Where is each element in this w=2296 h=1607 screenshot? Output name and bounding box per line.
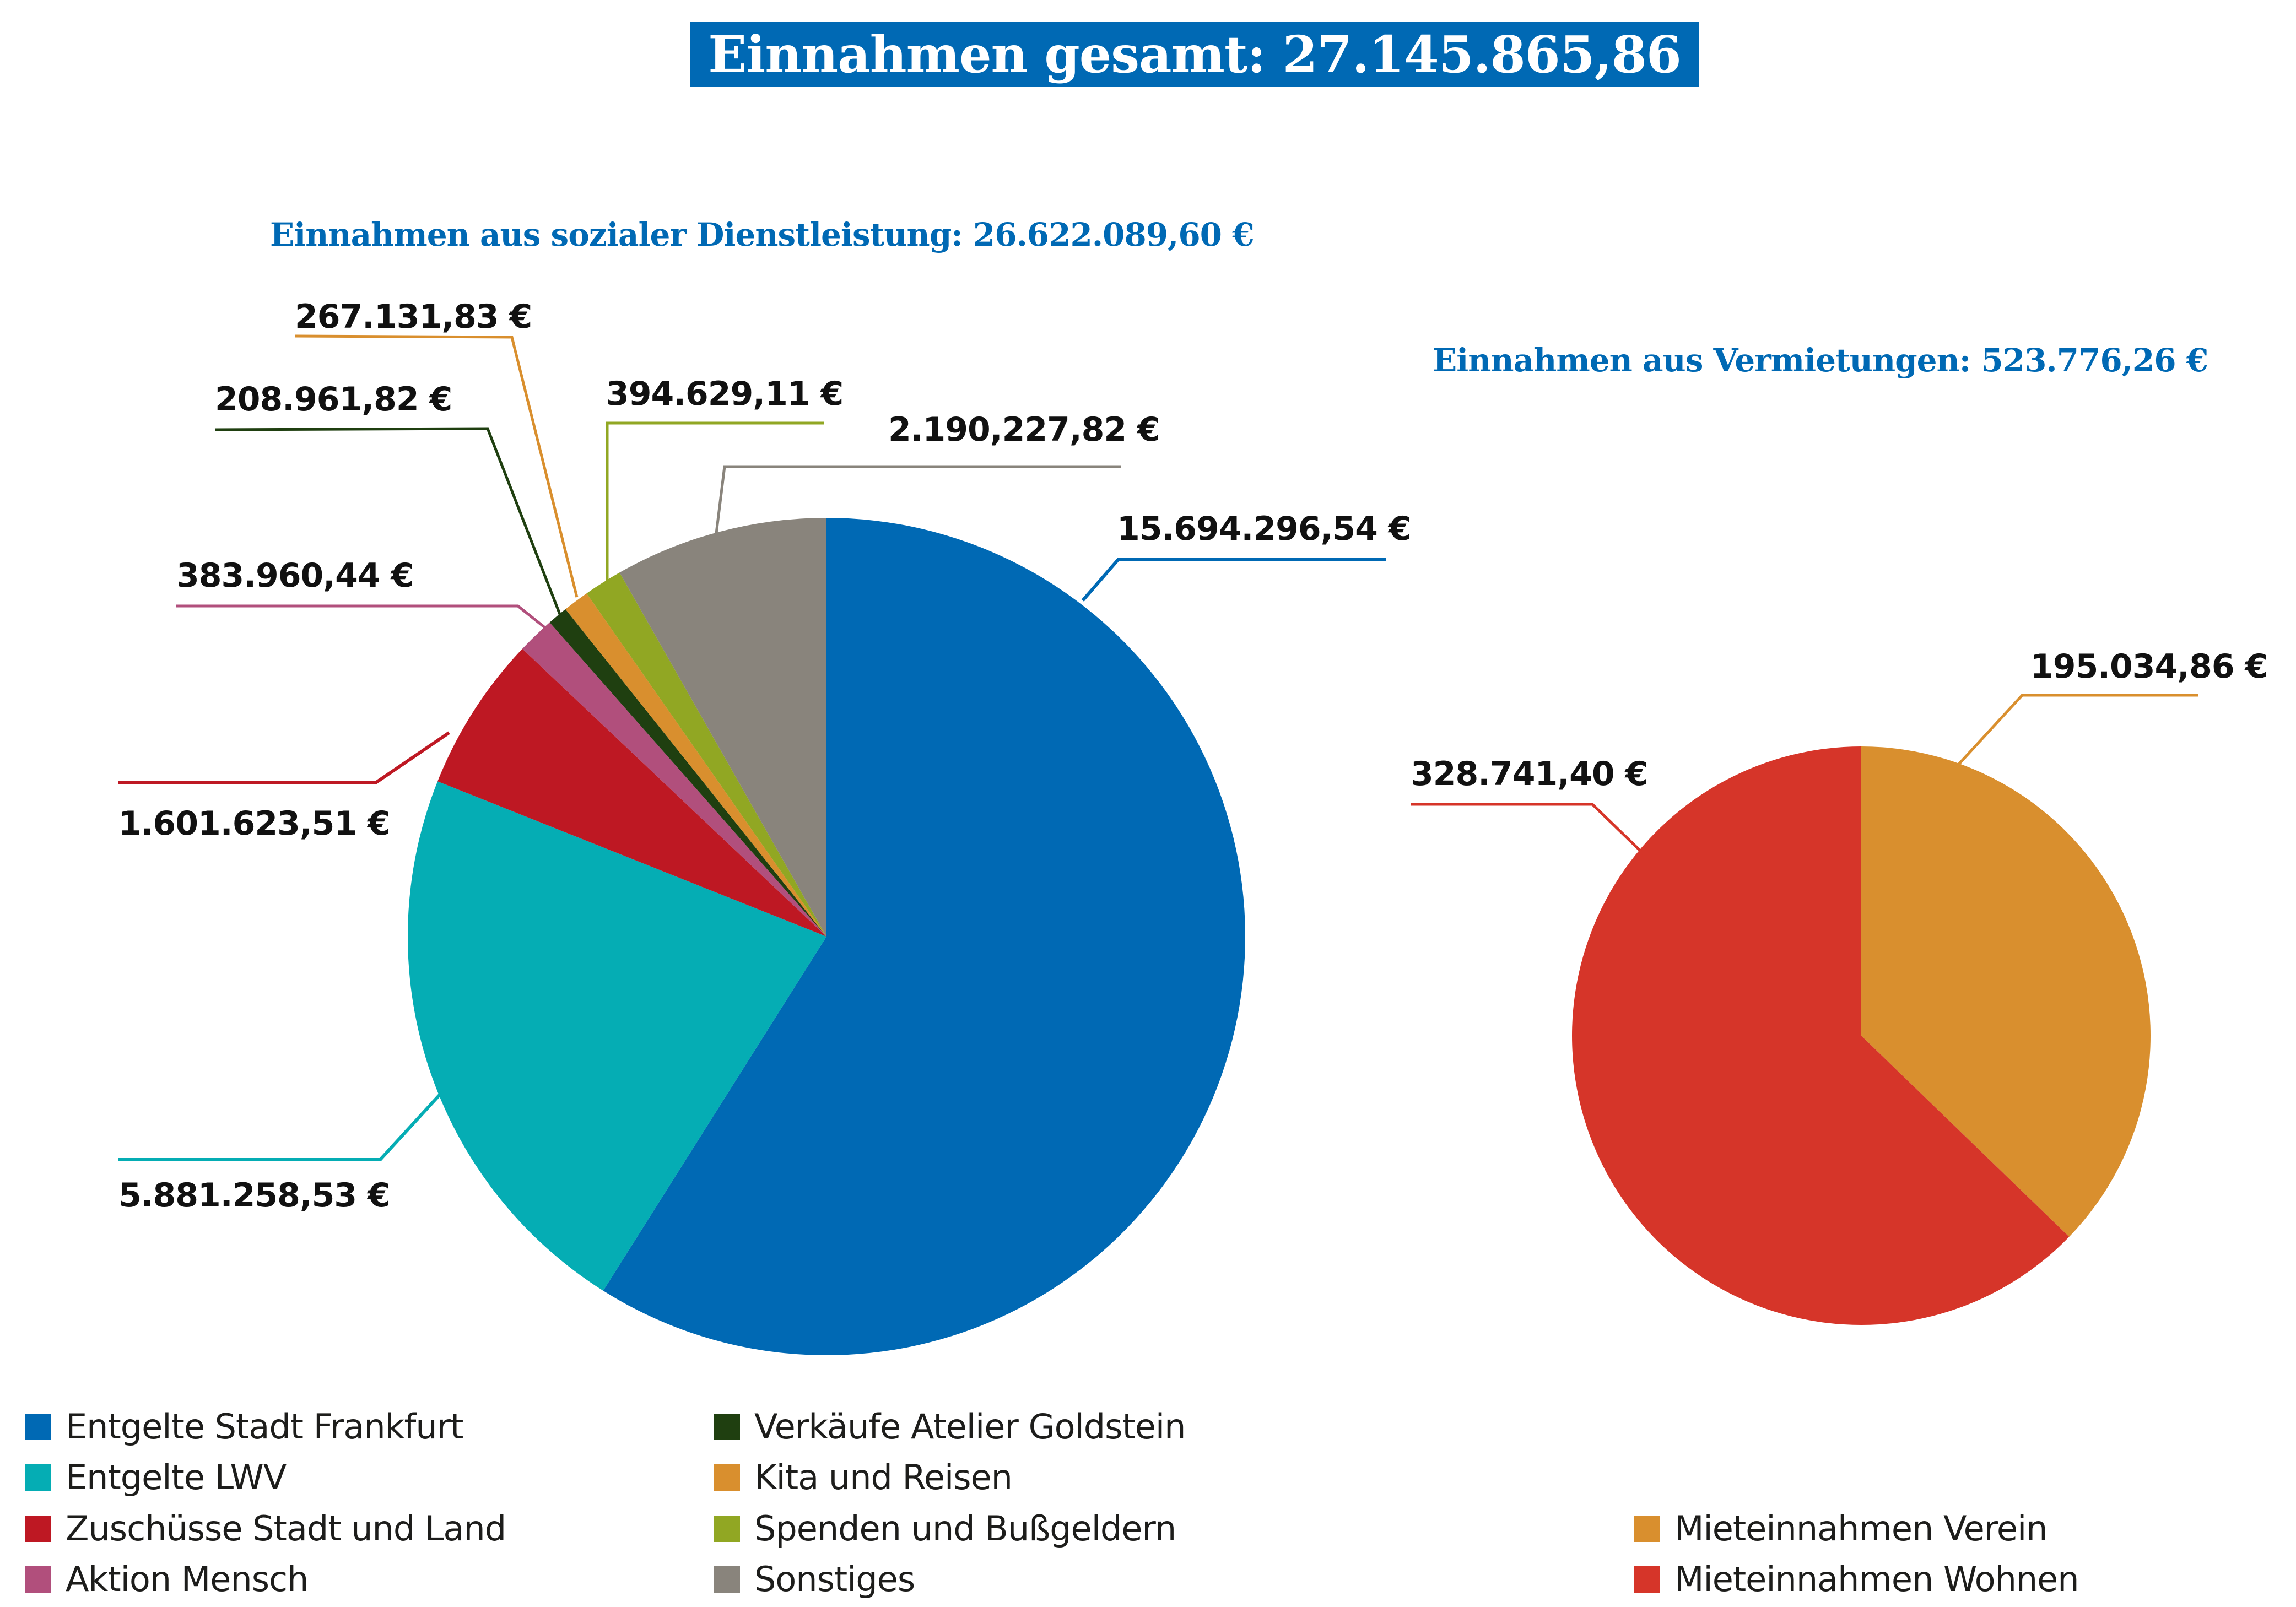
legend-swatch	[714, 1413, 740, 1440]
legend-label: Spenden und Bußgeldern	[754, 1508, 1176, 1549]
value-label: 2.190,227,82 €	[888, 410, 1160, 449]
value-label: 195.034,86 €	[2030, 647, 2267, 686]
legend-label: Entgelte Stadt Frankfurt	[66, 1406, 463, 1447]
callout-entgelte-lwv: 5.881.258,53 €	[118, 1092, 442, 1215]
pie-slice-mieteinnahmen-verein	[1861, 746, 2151, 1237]
legend-label: Aktion Mensch	[66, 1559, 309, 1599]
pie-slice-kita-und-reisen	[565, 593, 826, 937]
pie-slice-verkäufe-atelier-goldstein	[549, 609, 826, 937]
legend-swatch	[714, 1566, 740, 1593]
legend-item-mieteinnahmen-wohnen: Mieteinnahmen Wohnen	[1634, 1559, 2079, 1599]
pie-slice-mieteinnahmen-wohnen	[1571, 746, 2070, 1325]
subtitle-rental-income: Einnahmen aus Vermietungen: 523.776,26 €	[1433, 342, 2208, 379]
legend-swatch	[714, 1515, 740, 1542]
subtitle-social-services: Einnahmen aus sozialer Dienstleistung: 2…	[270, 216, 1255, 253]
pie-slice-entgelte-stadt-frankfurt	[603, 518, 1245, 1355]
value-label: 208.961,82 €	[215, 380, 452, 419]
legend-item-entgelte-stadt-frankfurt: Entgelte Stadt Frankfurt	[25, 1406, 463, 1447]
pie-slice-spenden-und-bußgeldern	[586, 572, 826, 937]
pie-chart-rental-income	[1571, 746, 2151, 1325]
value-label: 328.741,40 €	[1411, 755, 1647, 793]
legend-swatch	[25, 1464, 51, 1491]
value-label: 394.629,11 €	[606, 375, 843, 413]
legend-label: Mieteinnahmen Wohnen	[1674, 1559, 2079, 1599]
pie-slice-sonstiges	[619, 518, 826, 937]
callout-mieteinnahmen-wohnen: 328.741,40 €	[1411, 755, 1648, 856]
legend-item-verkaeufe-atelier: Verkäufe Atelier Goldstein	[714, 1406, 1186, 1447]
legend-item-sonstiges: Sonstiges	[714, 1559, 915, 1599]
legend-swatch	[714, 1464, 740, 1491]
legend-item-kita-reisen: Kita und Reisen	[714, 1457, 1013, 1497]
value-label: 5.881.258,53 €	[118, 1176, 390, 1215]
callout-verkaeufe-atelier: 208.961,82 €	[214, 380, 563, 618]
value-label: 383.960,44 €	[176, 556, 413, 595]
callout-zuschuesse: 1.601.623,51 €	[118, 731, 450, 843]
legend-swatch	[25, 1515, 51, 1542]
legend-item-zuschuesse: Zuschüsse Stadt und Land	[25, 1508, 506, 1549]
main-title: Einnahmen gesamt: 27.145.865,86 €	[690, 22, 1699, 149]
legend-label: Verkäufe Atelier Goldstein	[754, 1406, 1186, 1447]
legend-swatch	[1634, 1515, 1660, 1542]
legend-item-entgelte-lwv: Entgelte LWV	[25, 1457, 287, 1497]
value-label: 1.601.623,51 €	[118, 804, 390, 843]
callout-mieteinnahmen-verein: 195.034,86 €	[1958, 647, 2268, 765]
legend-swatch	[25, 1413, 51, 1440]
callout-entgelte-stadt-frankfurt: 15.694.296,54 €	[1081, 510, 1412, 602]
legend-swatch	[1634, 1566, 1660, 1593]
legend-label: Kita und Reisen	[754, 1457, 1013, 1497]
legend-swatch	[25, 1566, 51, 1593]
legend-item-spenden: Spenden und Bußgeldern	[714, 1508, 1176, 1549]
callout-kita-reisen: 267.131,83 €	[294, 297, 579, 598]
legend-item-mieteinnahmen-verein: Mieteinnahmen Verein	[1634, 1508, 2048, 1549]
legend-label: Zuschüsse Stadt und Land	[66, 1508, 506, 1549]
value-label: 15.694.296,54 €	[1117, 510, 1411, 548]
pie-chart-social-services	[407, 518, 1245, 1355]
legend-item-aktion-mensch: Aktion Mensch	[25, 1559, 309, 1599]
pie-slice-zuschüsse-stadt-und-land	[437, 648, 826, 937]
value-label: 267.131,83 €	[295, 297, 532, 336]
pie-slice-entgelte-lwv	[407, 781, 826, 1291]
pie-slice-aktion-mensch	[522, 622, 826, 937]
callout-sonstiges: 2.190,227,82 €	[715, 410, 1160, 534]
callout-aktion-mensch: 383.960,44 €	[176, 556, 552, 634]
legend-label: Sonstiges	[754, 1559, 915, 1599]
legend-label: Mieteinnahmen Verein	[1674, 1508, 2048, 1549]
callout-spenden: 394.629,11 €	[606, 375, 844, 583]
legend-label: Entgelte LWV	[66, 1457, 287, 1497]
